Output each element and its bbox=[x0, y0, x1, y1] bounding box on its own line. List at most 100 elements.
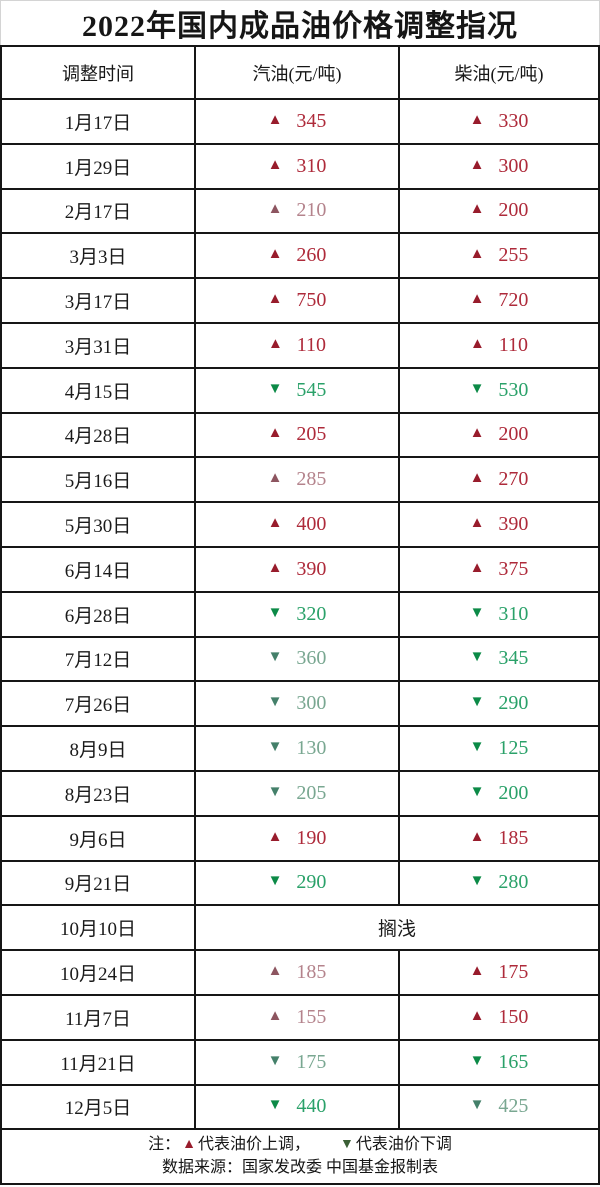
footer-note-label: 注： bbox=[148, 1136, 181, 1154]
up-triangle-icon: ▲ bbox=[469, 201, 485, 218]
up-triangle-icon: ▲ bbox=[267, 515, 283, 532]
up-triangle-icon: ▲ bbox=[469, 828, 485, 845]
gasoline-cell: ▼ 290 bbox=[194, 861, 398, 905]
diesel-cell: ▼ 280 bbox=[398, 861, 598, 905]
table-footer: 注： ▲ 代表油价上调， ▼ 代表油价下调 数据来源：国家发改委 中国基金报制表 bbox=[2, 1128, 598, 1183]
table-row: 8月23日 ▼ 205 ▼ 200 bbox=[2, 769, 598, 815]
diesel-cell: ▲ 375 bbox=[398, 547, 598, 591]
diesel-value: 200 bbox=[498, 199, 529, 222]
date-cell: 1月17日 bbox=[64, 112, 132, 134]
up-triangle-icon: ▲ bbox=[267, 828, 283, 845]
down-triangle-icon: ▼ bbox=[469, 380, 485, 397]
date-cell: 6月28日 bbox=[64, 605, 132, 627]
gasoline-cell: ▲ 750 bbox=[194, 279, 398, 322]
gasoline-value: 260 bbox=[296, 244, 327, 267]
down-triangle-icon: ▼ bbox=[267, 1052, 283, 1069]
down-triangle-icon: ▼ bbox=[469, 694, 485, 711]
down-triangle-icon: ▼ bbox=[267, 604, 283, 621]
table-row: 9月21日 ▼ 290 ▼ 280 bbox=[2, 859, 598, 905]
gasoline-cell: ▲ 310 bbox=[194, 144, 398, 188]
gasoline-value: 290 bbox=[296, 871, 327, 894]
diesel-value: 530 bbox=[498, 378, 529, 401]
table-row: 4月15日 ▼ 545 ▼ 530 bbox=[2, 366, 598, 412]
gasoline-cell: ▼ 320 bbox=[194, 592, 398, 636]
gasoline-value: 360 bbox=[296, 647, 327, 670]
gasoline-value: 390 bbox=[296, 557, 327, 580]
diesel-value: 720 bbox=[498, 289, 529, 312]
table-row-merged: 10月10日 搁浅 bbox=[2, 904, 598, 950]
down-triangle-icon: ▼ bbox=[267, 380, 283, 397]
gasoline-cell: ▲ 110 bbox=[194, 323, 398, 367]
table-row: 11月21日 ▼ 175 ▼ 165 bbox=[2, 1038, 598, 1084]
up-triangle-icon: ▲ bbox=[267, 1007, 283, 1024]
diesel-value: 425 bbox=[498, 1095, 529, 1118]
gasoline-cell: ▼ 545 bbox=[194, 368, 398, 412]
table-row: 10月24日 ▲ 185 ▲ 175 bbox=[2, 949, 598, 994]
table-body: 1月17日 ▲ 345 ▲ 330 1月29日 ▲ 310 ▲ 300 2月17日 ▲ 2… bbox=[2, 98, 598, 1129]
gasoline-value: 210 bbox=[296, 199, 327, 222]
date-cell: 3月17日 bbox=[64, 292, 132, 314]
date-cell: 2月17日 bbox=[64, 202, 132, 224]
down-triangle-icon: ▼ bbox=[267, 694, 283, 711]
gasoline-value: 545 bbox=[296, 378, 327, 401]
table-row: 9月6日 ▲ 190 ▲ 185 bbox=[2, 814, 598, 860]
table-row: 3月31日 ▲ 110 ▲ 110 bbox=[2, 321, 598, 367]
table-row: 11月7日 ▲ 155 ▲ 150 bbox=[2, 993, 598, 1039]
date-cell: 11月7日 bbox=[65, 1008, 131, 1030]
footer-source: 数据来源：国家发改委 中国基金报制表 bbox=[161, 1159, 438, 1177]
up-triangle-icon: ▲ bbox=[469, 111, 485, 128]
gasoline-value: 320 bbox=[296, 602, 327, 625]
up-triangle-icon: ▲ bbox=[267, 201, 283, 218]
gasoline-value: 750 bbox=[296, 289, 327, 312]
up-triangle-icon: ▲ bbox=[469, 335, 485, 352]
diesel-cell: ▼ 290 bbox=[398, 682, 598, 726]
footer-legend: 注： ▲ 代表油价上调， ▼ 代表油价下调 bbox=[148, 1133, 452, 1156]
gasoline-cell: ▼ 360 bbox=[194, 637, 398, 681]
up-triangle-icon: ▲ bbox=[469, 425, 485, 442]
table-row: 8月9日 ▼ 130 ▼ 125 bbox=[2, 725, 598, 770]
diesel-value: 390 bbox=[498, 513, 529, 536]
gasoline-cell: ▲ 345 bbox=[194, 100, 398, 143]
table-row: 3月17日 ▲ 750 ▲ 720 bbox=[2, 277, 598, 322]
table-header-row: 调整时间 汽油(元/吨) 柴油(元/吨) bbox=[2, 47, 598, 98]
up-triangle-icon: ▲ bbox=[267, 246, 283, 263]
gasoline-value: 310 bbox=[296, 154, 327, 177]
date-cell: 1月29日 bbox=[64, 157, 132, 179]
up-triangle-icon: ▲ bbox=[469, 246, 485, 263]
gasoline-value: 205 bbox=[296, 423, 327, 446]
gasoline-value: 345 bbox=[296, 109, 327, 132]
gasoline-cell: ▲ 155 bbox=[194, 995, 398, 1039]
date-cell: 3月31日 bbox=[64, 336, 132, 358]
down-triangle-icon: ▼ bbox=[267, 1097, 283, 1114]
diesel-value: 125 bbox=[498, 737, 529, 760]
up-triangle-icon: ▲ bbox=[267, 111, 283, 128]
down-triangle-icon: ▼ bbox=[267, 739, 283, 756]
down-triangle-icon: ▼ bbox=[267, 873, 283, 890]
diesel-cell: ▼ 200 bbox=[398, 771, 598, 815]
down-triangle-icon: ▼ bbox=[267, 783, 283, 800]
table-row: 5月30日 ▲ 400 ▲ 390 bbox=[2, 501, 598, 546]
diesel-value: 290 bbox=[498, 692, 529, 715]
down-triangle-icon: ▼ bbox=[469, 739, 485, 756]
gasoline-value: 175 bbox=[296, 1050, 327, 1073]
up-triangle-icon: ▲ bbox=[267, 425, 283, 442]
gasoline-value: 130 bbox=[296, 737, 327, 760]
diesel-value: 110 bbox=[498, 333, 529, 356]
gasoline-value: 155 bbox=[296, 1005, 327, 1028]
table-row: 12月5日 ▼ 440 ▼ 425 bbox=[2, 1083, 598, 1129]
gasoline-cell: ▲ 390 bbox=[194, 547, 398, 591]
up-triangle-icon: ▲ bbox=[267, 963, 283, 980]
diesel-cell: ▼ 125 bbox=[398, 727, 598, 770]
down-triangle-icon: ▼ bbox=[469, 783, 485, 800]
date-cell: 4月15日 bbox=[64, 381, 132, 403]
diesel-cell: ▲ 150 bbox=[398, 995, 598, 1039]
stranded-cell: 搁浅 bbox=[194, 906, 598, 950]
diesel-value: 200 bbox=[498, 781, 529, 804]
date-cell: 9月6日 bbox=[69, 829, 127, 851]
date-cell: 7月26日 bbox=[64, 695, 132, 717]
date-cell: 6月14日 bbox=[64, 560, 132, 582]
up-triangle-icon: ▲ bbox=[267, 291, 283, 308]
date-cell: 12月5日 bbox=[64, 1098, 132, 1120]
down-triangle-icon: ▼ bbox=[267, 649, 283, 666]
